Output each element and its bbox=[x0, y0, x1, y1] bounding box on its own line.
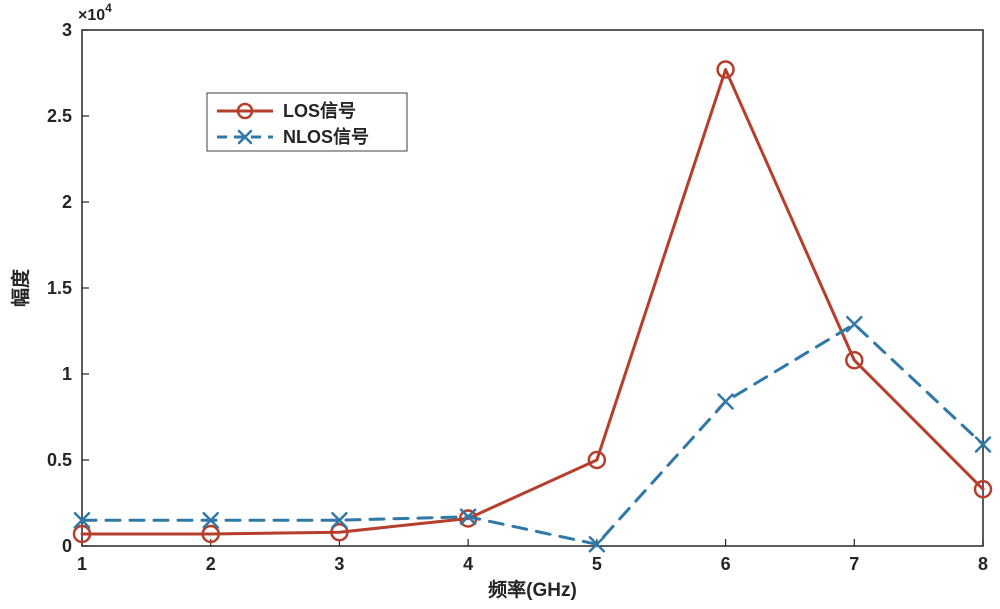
x-tick-label: 4 bbox=[463, 554, 473, 574]
x-tick-label: 5 bbox=[592, 554, 602, 574]
y-tick-label: 2 bbox=[62, 192, 72, 212]
x-tick-label: 8 bbox=[978, 554, 988, 574]
x-tick-label: 1 bbox=[77, 554, 87, 574]
y-tick-label: 2.5 bbox=[47, 106, 72, 126]
x-tick-label: 2 bbox=[206, 554, 216, 574]
x-axis-label: 频率(GHz) bbox=[488, 578, 577, 601]
y-tick-label: 0 bbox=[62, 536, 72, 556]
legend-label: NLOS信号 bbox=[283, 126, 369, 147]
x-tick-label: 3 bbox=[334, 554, 344, 574]
x-tick-label: 6 bbox=[721, 554, 731, 574]
legend-label: LOS信号 bbox=[283, 100, 356, 121]
y-tick-label: 1 bbox=[62, 364, 72, 384]
y-tick-label: 1.5 bbox=[47, 278, 72, 298]
x-tick-label: 7 bbox=[849, 554, 859, 574]
y-tick-label: 0.5 bbox=[47, 450, 72, 470]
y-exponent-label: ×104 bbox=[78, 1, 112, 24]
chart-container: 1 2 3 4 5 6 7 8 频率(GHz) 0 0.5 1 1.5 2 2.5 3 幅度 ×104 LOS信号 N… bbox=[0, 0, 1000, 609]
line-chart: 1 2 3 4 5 6 7 8 频率(GHz) 0 0.5 1 1.5 2 2.5 3 幅度 ×104 LOS信号 N… bbox=[0, 0, 1000, 609]
y-axis-label: 幅度 bbox=[9, 268, 32, 307]
y-tick-label: 3 bbox=[62, 20, 72, 40]
